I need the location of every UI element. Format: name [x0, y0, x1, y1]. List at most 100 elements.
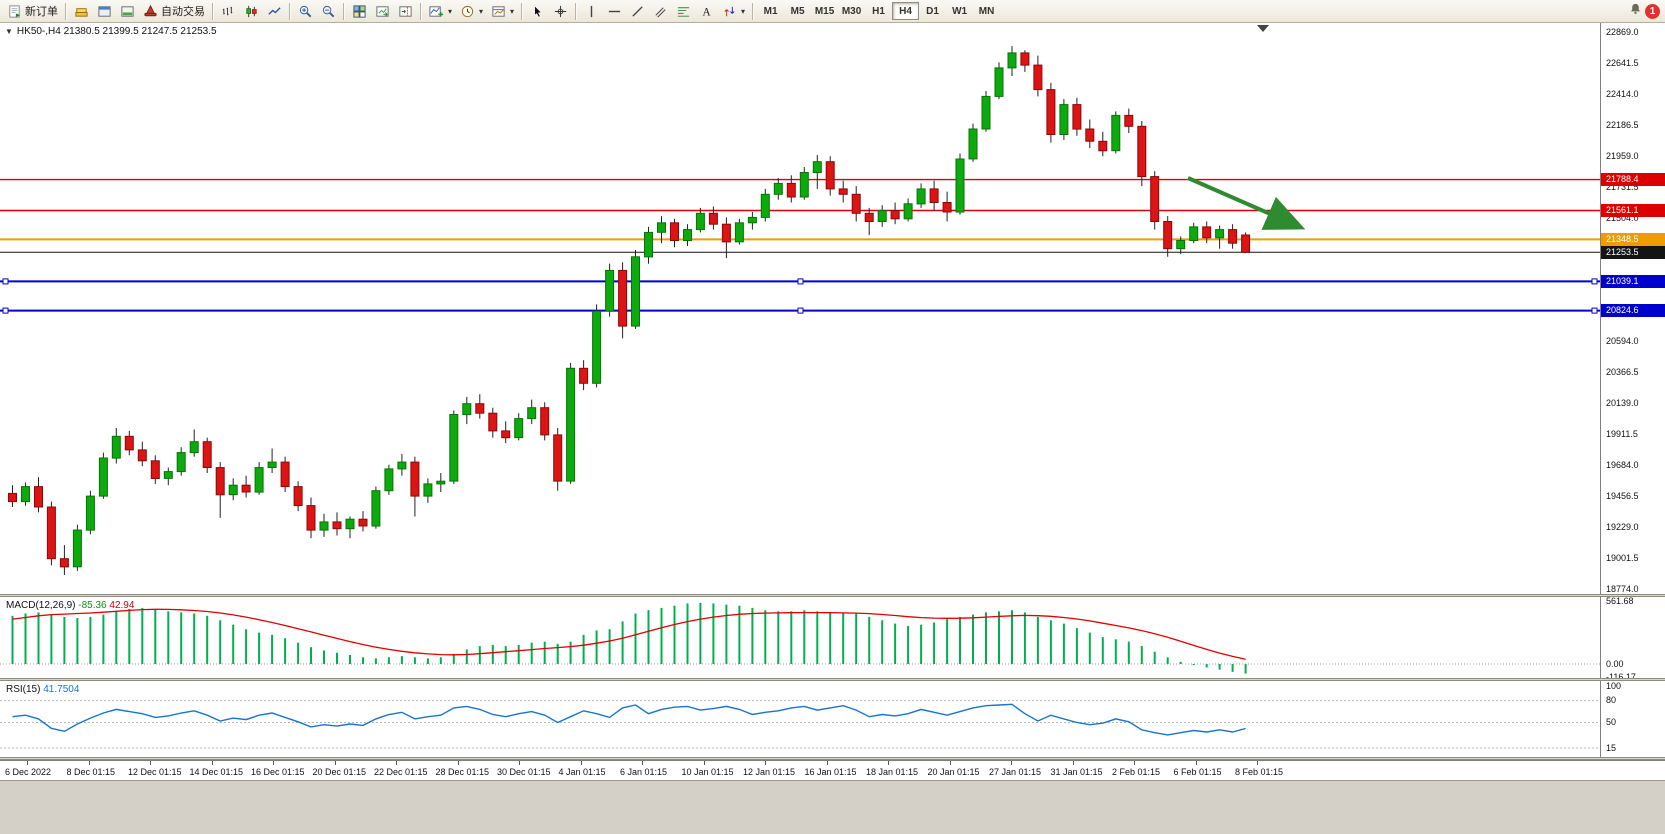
trend-arrow-annotation[interactable] — [1187, 176, 1306, 230]
trendline-button[interactable] — [626, 1, 649, 21]
price-axis-label: 21959.0 — [1606, 150, 1639, 161]
candle-body — [98, 457, 108, 497]
panel-separator[interactable] — [0, 757, 1665, 760]
vertical-line-button[interactable] — [580, 1, 603, 21]
fibonacci-button[interactable] — [672, 1, 695, 21]
alerts-icon[interactable] — [1628, 1, 1643, 21]
timeframe-button-w1[interactable]: W1 — [946, 2, 973, 20]
candle-body — [1150, 176, 1160, 223]
line-handle[interactable] — [2, 307, 9, 314]
time-axis-tick — [396, 761, 397, 765]
tile-windows-button[interactable] — [348, 1, 371, 21]
candle-body — [592, 310, 602, 384]
line-handle[interactable] — [797, 307, 804, 314]
timeframe-button-d1[interactable]: D1 — [919, 2, 946, 20]
candle-body — [1202, 226, 1212, 239]
price-axis[interactable]: 22869.0 22641.5 22414.0 22186.5 21959.0 21731… — [1600, 23, 1665, 760]
panel-separator[interactable] — [0, 678, 1665, 681]
time-axis-label: 16 Jan 01:15 — [804, 767, 857, 777]
time-axis-label: 6 Feb 01:15 — [1173, 767, 1222, 777]
time-axis-label: 6 Dec 2022 — [5, 767, 52, 777]
periods-button[interactable]: ▾ — [456, 1, 487, 21]
line-handle[interactable] — [1591, 307, 1598, 314]
arrows-button[interactable]: ▾ — [718, 1, 749, 21]
timeframe-button-m30[interactable]: M30 — [838, 2, 865, 20]
market-watch-button[interactable] — [70, 1, 93, 21]
timeframe-group: M1 M5 M15 M30 H1 H4 D1 W1 MN — [757, 2, 1000, 20]
timeframe-button-m15[interactable]: M15 — [811, 2, 838, 20]
candle-body — [721, 223, 731, 243]
indicators-button[interactable]: ▾ — [425, 1, 456, 21]
candle-body — [1241, 234, 1251, 253]
time-axis-label: 30 Dec 01:15 — [497, 767, 551, 777]
time-axis-label: 22 Dec 01:15 — [374, 767, 428, 777]
candle-body — [449, 414, 459, 482]
timeframe-button-m5[interactable]: M5 — [784, 2, 811, 20]
candle-body — [124, 435, 134, 451]
time-axis-tick — [1011, 761, 1012, 765]
line-chart-icon — [267, 4, 282, 19]
candle-body — [631, 256, 640, 327]
time-axis-label: 8 Dec 01:15 — [66, 767, 116, 777]
bar-chart-button[interactable] — [217, 1, 240, 21]
candle-body — [34, 486, 43, 508]
zoom-out-button[interactable] — [317, 1, 340, 21]
zoom-in-button[interactable] — [294, 1, 317, 21]
candle-body — [8, 492, 17, 503]
line-handle[interactable] — [797, 278, 804, 285]
main-chart[interactable] — [0, 23, 1600, 594]
tile-windows-icon — [352, 4, 367, 19]
candle-body — [345, 518, 355, 530]
navigator-button[interactable] — [93, 1, 116, 21]
timeframe-button-m1[interactable]: M1 — [757, 2, 784, 20]
crosshair-button[interactable] — [549, 1, 572, 21]
price-axis-label: 21504.0 — [1606, 212, 1639, 223]
new-order-button[interactable]: 新订单 — [3, 1, 62, 21]
price-axis-label: 22869.0 — [1606, 27, 1639, 38]
channel-button[interactable] — [649, 1, 672, 21]
terminal-button[interactable] — [116, 1, 139, 21]
rsi-line — [12, 703, 1246, 736]
timeframe-button-mn[interactable]: MN — [973, 2, 1000, 20]
chart-shift-button[interactable] — [394, 1, 417, 21]
candlestick-chart-button[interactable] — [240, 1, 263, 21]
dropdown-arrow-icon: ▾ — [741, 6, 746, 16]
chart-dropdown-icon[interactable]: ▼ — [5, 27, 13, 36]
text-button[interactable]: A — [695, 1, 718, 21]
timeframe-button-h1[interactable]: H1 — [865, 2, 892, 20]
time-axis[interactable]: 6 Dec 2022 8 Dec 01:15 12 Dec 01:15 14 Dec … — [0, 760, 1665, 780]
notification-badge[interactable]: 1 — [1645, 3, 1660, 19]
candle-body — [566, 367, 576, 482]
bar-chart-icon — [221, 4, 236, 19]
candle-body — [501, 430, 511, 439]
line-chart-button[interactable] — [263, 1, 286, 21]
candle-body — [864, 212, 874, 223]
candle-body — [280, 461, 290, 488]
time-axis-label: 16 Dec 01:15 — [251, 767, 305, 777]
price-axis-label: 19001.5 — [1606, 552, 1639, 563]
candle-body — [942, 202, 952, 213]
auto-trading-button[interactable]: 自动交易 — [139, 1, 209, 21]
candle-body — [683, 229, 692, 242]
candle-body — [929, 188, 939, 203]
panel-separator[interactable] — [0, 594, 1665, 597]
cursor-button[interactable] — [526, 1, 549, 21]
price-badge: 21039.1 — [1601, 274, 1665, 288]
price-axis-label: 19229.0 — [1606, 522, 1639, 532]
price-badge: 21253.5 — [1601, 245, 1665, 259]
macd-panel[interactable] — [0, 597, 1600, 678]
templates-button[interactable]: ▾ — [487, 1, 518, 21]
rsi-panel[interactable] — [0, 681, 1600, 757]
horizontal-line-button[interactable] — [603, 1, 626, 21]
time-axis-tick — [88, 761, 90, 765]
rsi-label: RSI(15) 41.7504 — [6, 684, 80, 695]
dropdown-arrow-icon: ▾ — [448, 6, 453, 16]
price-axis-label: 20366.5 — [1606, 367, 1639, 378]
toolbar-separator — [752, 2, 755, 20]
timeframe-button-h4[interactable]: H4 — [892, 2, 920, 20]
line-handle[interactable] — [2, 278, 9, 285]
price-axis-label: 21731.5 — [1606, 181, 1639, 192]
candle-body — [644, 231, 653, 258]
line-handle[interactable] — [1591, 278, 1598, 285]
auto-scroll-button[interactable] — [371, 1, 394, 21]
